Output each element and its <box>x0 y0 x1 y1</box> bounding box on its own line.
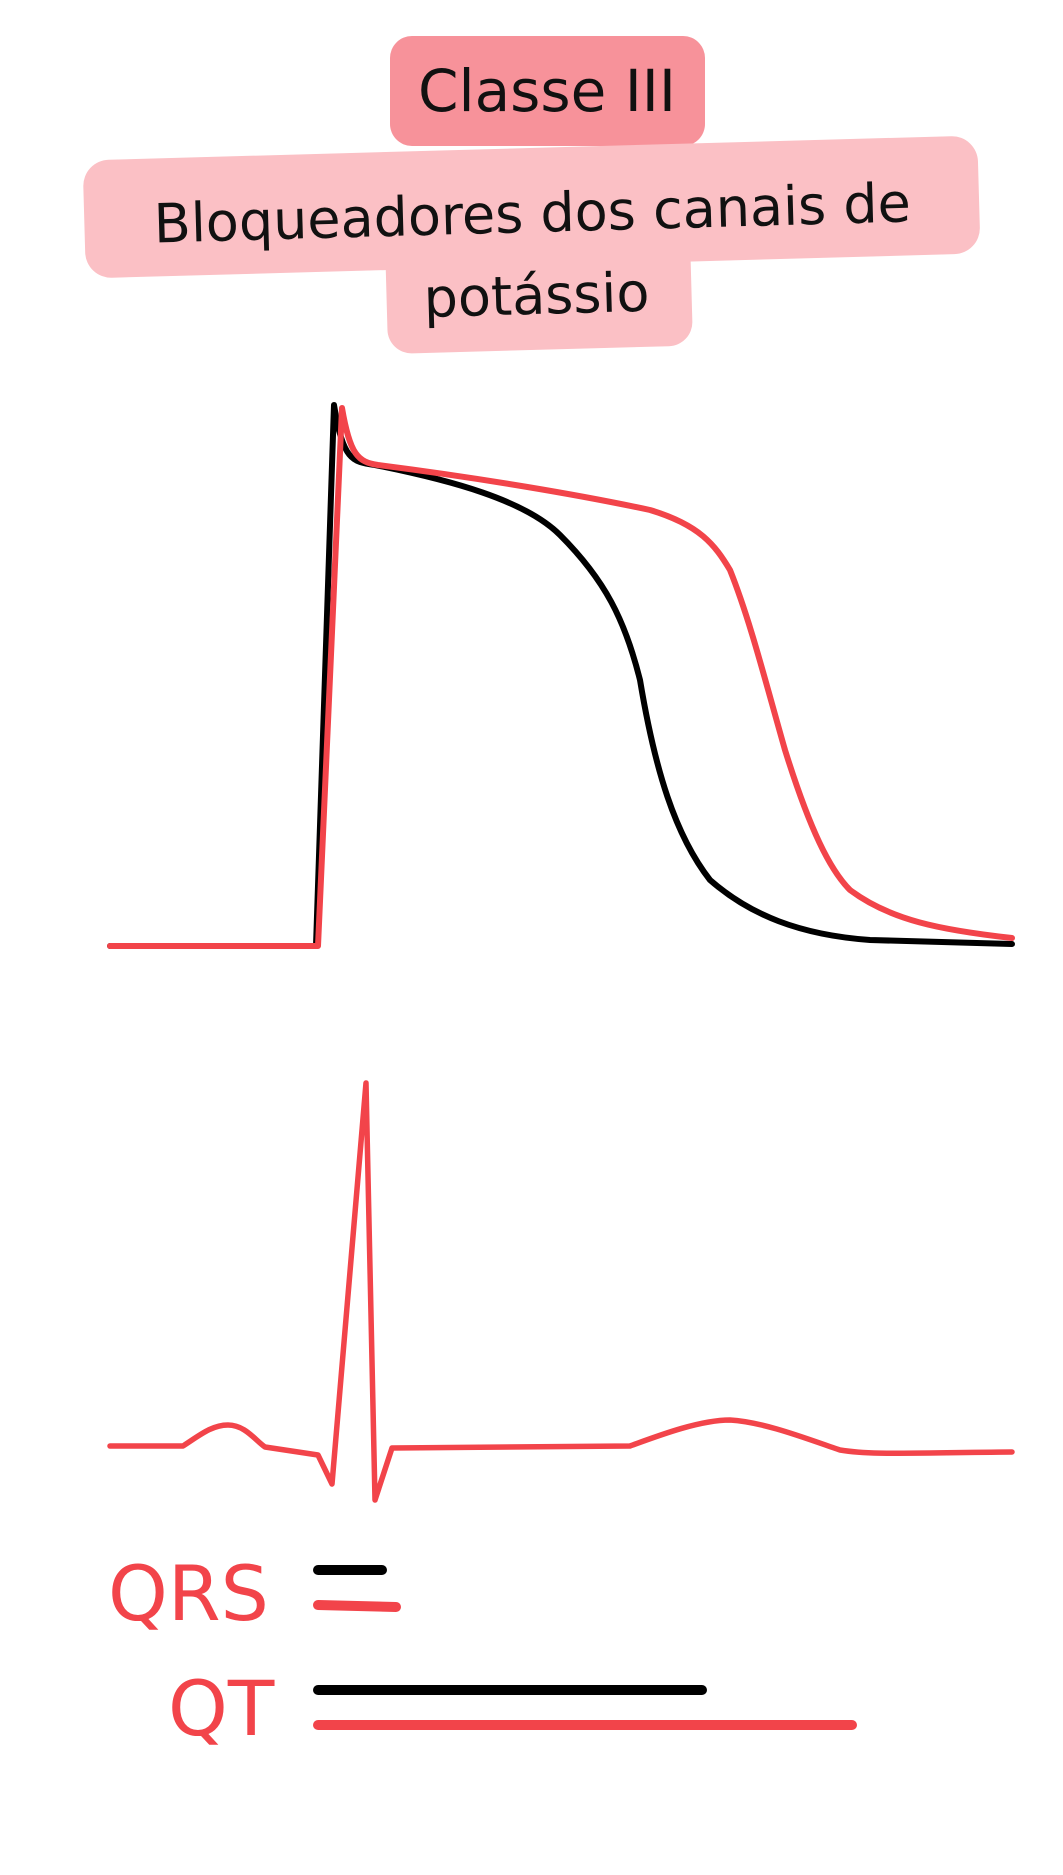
title-badge: Bloqueadores dos canais de potássio <box>83 136 980 354</box>
class-badge <box>390 36 705 146</box>
title-badge-line2 <box>385 236 693 354</box>
qt-label: QT <box>168 1664 275 1753</box>
class-label: Classe III <box>418 57 676 125</box>
qrs-label: QRS <box>108 1549 269 1638</box>
title-line-2: potássio <box>423 261 651 330</box>
title-badge-line1 <box>83 136 980 278</box>
ecg-trace <box>107 1080 1015 1503</box>
action-potential-drug <box>107 405 1015 949</box>
qrs-drug-bar <box>313 1600 401 1612</box>
action-potential-baseline <box>107 402 1015 949</box>
